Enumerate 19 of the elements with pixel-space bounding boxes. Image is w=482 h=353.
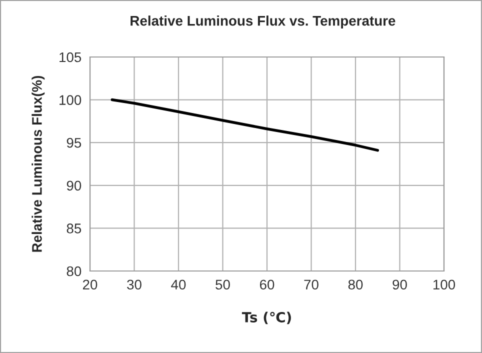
chart-title: Relative Luminous Flux vs. Temperature <box>130 16 396 28</box>
x-tick-label: 20 <box>82 280 98 290</box>
y-tick-label: 100 <box>60 95 82 105</box>
y-tick-label: 105 <box>60 52 82 62</box>
line-series <box>110 98 380 152</box>
x-tick-label: 60 <box>260 280 274 290</box>
y-axis-title: Relative Luminous Flux(%) <box>32 76 45 252</box>
x-tick-label: 30 <box>127 280 142 290</box>
x-tick-label: 70 <box>304 280 318 290</box>
x-tick-label: 90 <box>392 280 407 290</box>
y-tick-label: 80 <box>66 266 82 276</box>
y-tick-label: 95 <box>66 138 82 148</box>
x-tick-label: 80 <box>348 280 363 290</box>
x-tick-label: 40 <box>171 280 186 290</box>
x-tick-label: 50 <box>216 280 230 290</box>
y-tick-label: 85 <box>66 224 82 234</box>
x-axis-title: Ts (℃) <box>242 312 291 324</box>
y-tick-label: 90 <box>66 180 82 191</box>
x-tick-label: 100 <box>433 280 456 290</box>
